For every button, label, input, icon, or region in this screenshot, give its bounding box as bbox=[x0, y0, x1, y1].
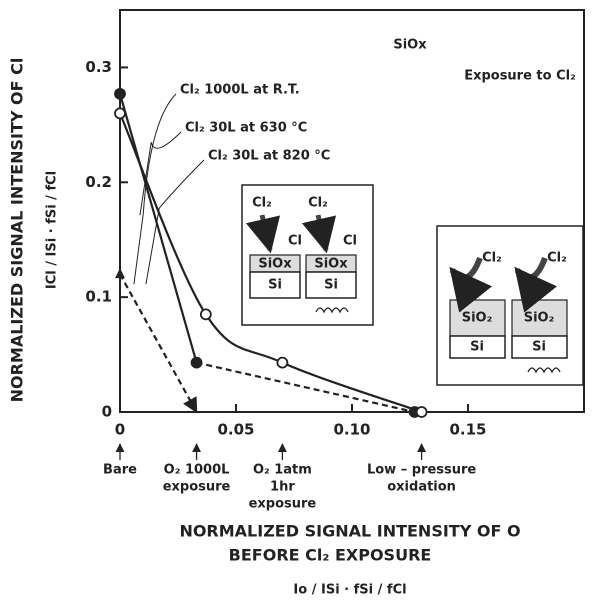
annotation: exposure bbox=[163, 480, 231, 495]
y-axis-label: NORMALIZED SIGNAL INTENSITY OF Cl bbox=[8, 58, 27, 403]
x-tick-label: 0.05 bbox=[217, 421, 254, 439]
substrate bbox=[249, 271, 301, 299]
legend-label: Cl₂ 1000L at R.T. bbox=[180, 83, 300, 98]
arrow bbox=[301, 214, 337, 254]
marker bbox=[276, 356, 289, 369]
heater bbox=[527, 367, 561, 374]
arrow bbox=[449, 256, 493, 313]
leader-line bbox=[133, 93, 177, 285]
inset-label: SiO₂ bbox=[462, 311, 493, 326]
substrate bbox=[449, 335, 506, 359]
y-tick-label: 0 bbox=[102, 403, 112, 421]
inset-label: Si bbox=[268, 278, 282, 293]
marker bbox=[114, 107, 126, 120]
annotation: Bare bbox=[103, 463, 137, 478]
series-line bbox=[118, 93, 198, 363]
inset: Cl₂ Cl₂ SiO₂ SiO₂ Si Si bbox=[436, 225, 584, 386]
arrow bbox=[245, 214, 281, 254]
substrate bbox=[511, 335, 568, 359]
y-tick-label: 0.2 bbox=[85, 173, 112, 191]
marker bbox=[115, 268, 125, 279]
y-tick-label: 0.3 bbox=[85, 58, 112, 76]
y-tick-label: 0.1 bbox=[85, 288, 112, 306]
series-line bbox=[118, 112, 422, 414]
note: SiOx bbox=[393, 38, 427, 53]
heater bbox=[315, 307, 349, 314]
inset-label: Cl₂ bbox=[252, 196, 272, 211]
inset-label: Cl bbox=[343, 234, 357, 249]
annotation: O₂ 1atm bbox=[253, 463, 312, 478]
marker bbox=[114, 87, 126, 100]
leader-line bbox=[145, 159, 205, 285]
x-axis-formula: Io / ISi · fSi / fCl bbox=[293, 583, 406, 598]
leader-line bbox=[139, 131, 182, 216]
series-line bbox=[196, 361, 415, 414]
annotation: 1hr bbox=[270, 480, 295, 495]
y-axis-formula: ICl / ISi · fSi / fCl bbox=[45, 171, 60, 289]
legend-label: Cl₂ 30L at 820 °C bbox=[208, 149, 330, 164]
inset-label: SiO₂ bbox=[524, 311, 555, 326]
inset-label: Cl₂ bbox=[547, 251, 567, 266]
x-axis-label: NORMALIZED SIGNAL INTENSITY OF O bbox=[179, 522, 520, 541]
legend-label: Cl₂ 30L at 630 °C bbox=[185, 121, 307, 136]
note: Exposure to Cl₂ bbox=[464, 69, 576, 84]
inset-label: Cl₂ bbox=[308, 196, 328, 211]
marker bbox=[199, 308, 212, 321]
inset-label: Si bbox=[324, 278, 338, 293]
annotation: oxidation bbox=[387, 480, 456, 495]
marker bbox=[415, 406, 428, 418]
annotation: exposure bbox=[249, 497, 317, 512]
inset-label: SiOx bbox=[314, 257, 348, 272]
inset-label: Si bbox=[532, 340, 546, 355]
annotation: Low – pressure bbox=[367, 463, 476, 478]
x-tick-label: 0 bbox=[115, 421, 125, 439]
inset-label: Cl₂ bbox=[482, 251, 502, 266]
series-line bbox=[119, 273, 198, 414]
x-tick-label: 0.10 bbox=[333, 421, 370, 439]
inset-label: Cl bbox=[288, 234, 302, 249]
inset: Cl₂ Cl₂ Cl Cl SiOx SiOx Si Si bbox=[241, 184, 374, 326]
inset-label: SiOx bbox=[258, 257, 292, 272]
inset-label: Si bbox=[470, 340, 484, 355]
arrow bbox=[514, 256, 558, 313]
marker bbox=[190, 356, 203, 369]
substrate bbox=[305, 271, 357, 299]
x-tick-label: 0.15 bbox=[449, 421, 486, 439]
annotation: O₂ 1000L bbox=[164, 463, 230, 478]
x-axis-label: BEFORE Cl₂ EXPOSURE bbox=[229, 546, 432, 565]
